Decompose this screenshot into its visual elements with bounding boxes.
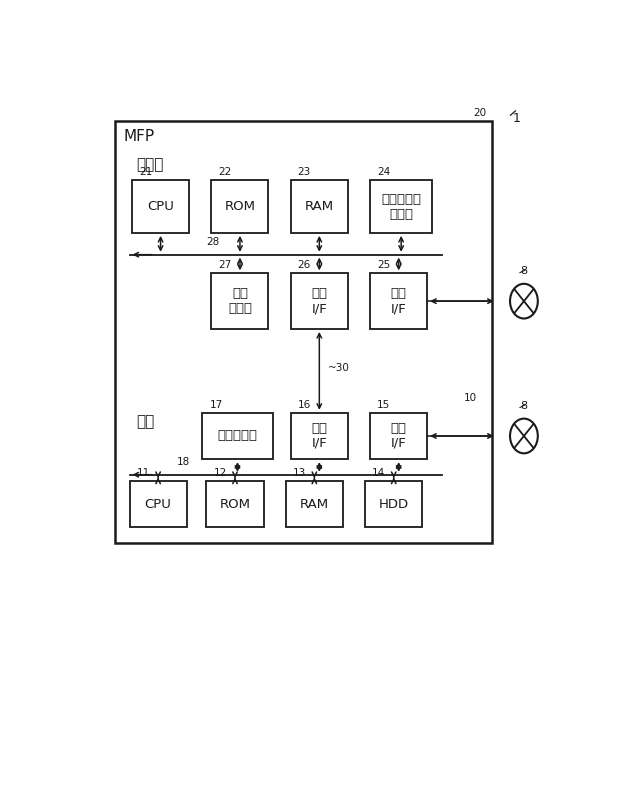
Text: HDD: HDD — [379, 497, 409, 510]
Text: 25: 25 — [377, 260, 390, 270]
Text: 23: 23 — [298, 167, 311, 177]
Text: 22: 22 — [218, 167, 232, 177]
Text: 8: 8 — [520, 401, 527, 411]
Text: 8: 8 — [520, 266, 527, 276]
Bar — [211, 273, 269, 329]
Bar — [211, 180, 269, 233]
Bar — [115, 122, 492, 543]
Text: 14: 14 — [372, 468, 385, 478]
Bar — [202, 413, 273, 459]
Text: 接続
I/F: 接続 I/F — [311, 422, 327, 450]
Bar — [291, 180, 348, 233]
Text: フラッシュ
メモリ: フラッシュ メモリ — [381, 192, 421, 221]
Text: CPU: CPU — [145, 497, 172, 510]
Text: MFP: MFP — [124, 129, 155, 144]
Text: 27: 27 — [218, 260, 232, 270]
Bar — [370, 413, 428, 459]
Bar — [291, 413, 348, 459]
Bar — [365, 481, 422, 527]
Text: 通信
I/F: 通信 I/F — [390, 422, 406, 450]
Bar — [127, 407, 482, 534]
Text: RAM: RAM — [300, 497, 329, 510]
Bar — [370, 273, 428, 329]
Text: ROM: ROM — [225, 200, 255, 213]
Text: 24: 24 — [378, 167, 391, 177]
Text: 20: 20 — [474, 109, 487, 118]
Text: CPU: CPU — [147, 200, 174, 213]
Text: 10: 10 — [463, 394, 477, 403]
Text: 通信
I/F: 通信 I/F — [390, 287, 406, 315]
Text: 26: 26 — [298, 260, 311, 270]
Text: 16: 16 — [298, 399, 311, 410]
Text: 本体: 本体 — [136, 414, 154, 429]
Text: 12: 12 — [213, 468, 227, 478]
Text: 18: 18 — [177, 457, 190, 467]
Bar — [207, 481, 264, 527]
Text: 接続
I/F: 接続 I/F — [311, 287, 327, 315]
Text: RAM: RAM — [305, 200, 334, 213]
Text: 11: 11 — [136, 468, 150, 478]
Text: 21: 21 — [139, 167, 152, 177]
Text: 15: 15 — [377, 399, 390, 410]
Bar — [129, 481, 187, 527]
Text: エンジン部: エンジン部 — [218, 430, 257, 443]
Bar — [291, 273, 348, 329]
Bar — [370, 180, 432, 233]
Text: 操作部: 操作部 — [136, 157, 163, 171]
Text: 17: 17 — [210, 399, 223, 410]
Bar — [286, 481, 343, 527]
Bar — [127, 149, 482, 397]
Text: ~30: ~30 — [328, 363, 350, 373]
Text: 28: 28 — [207, 237, 220, 247]
Text: ROM: ROM — [220, 497, 250, 510]
Text: 1: 1 — [513, 112, 520, 125]
Bar — [132, 180, 189, 233]
Text: 操作
パネル: 操作 パネル — [228, 287, 252, 315]
Text: 13: 13 — [292, 468, 306, 478]
